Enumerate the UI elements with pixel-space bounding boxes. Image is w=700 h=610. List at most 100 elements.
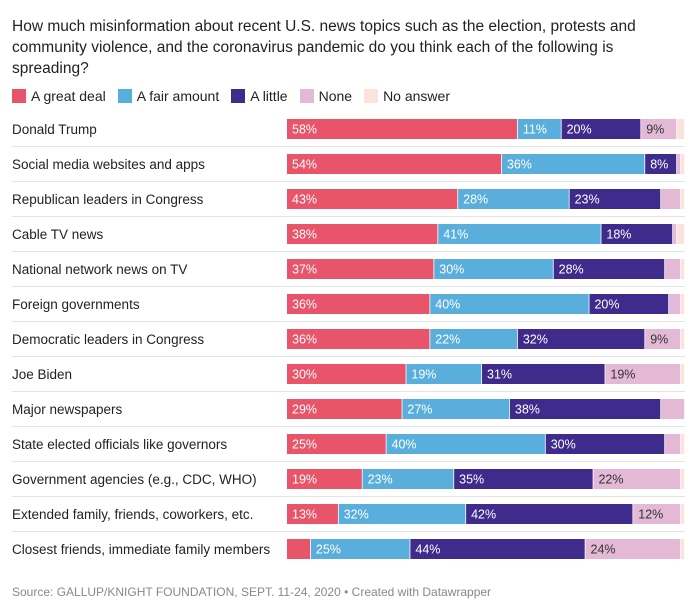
legend-label: A great deal: [31, 88, 106, 104]
category-label: Foreign governments: [12, 297, 140, 312]
bar-segment: [287, 434, 386, 454]
data-label: 29%: [292, 403, 317, 417]
bar-segment: [545, 434, 665, 454]
bar-segment: [287, 259, 434, 279]
bar-segment: [665, 434, 681, 454]
stacked-bar-chart: Donald Trump 58% 11% 20% 9% Social media webs…: [12, 119, 685, 559]
bar-segment: [438, 224, 601, 244]
bar-segment: [466, 504, 633, 524]
category-label: Republican leaders in Congress: [12, 192, 204, 207]
bar-segment: [310, 539, 410, 559]
bar-segment: [665, 259, 681, 279]
bar-segment: [287, 469, 362, 489]
bar-segment: [454, 469, 593, 489]
bar-segment: [430, 329, 518, 349]
bar-segment: [287, 329, 430, 349]
bar-segment: [673, 224, 677, 244]
data-label: 18%: [606, 228, 631, 242]
data-label: 24%: [591, 543, 616, 557]
data-label: 36%: [507, 158, 532, 172]
bar-segment: [681, 504, 685, 524]
bar-segment: [553, 259, 665, 279]
data-label: 25%: [316, 543, 341, 557]
legend-item-2: A little: [231, 88, 288, 104]
bar-segment: [458, 189, 569, 209]
category-label: Joe Biden: [12, 367, 72, 382]
bar-segment: [287, 294, 430, 314]
bar-segment: [661, 399, 685, 419]
bar-segment: [641, 119, 677, 139]
bar-segment: [430, 294, 589, 314]
bar-segment: [517, 119, 561, 139]
category-label: State elected officials like governors: [12, 437, 227, 452]
data-label: 28%: [559, 263, 584, 277]
bar-segment: [661, 189, 681, 209]
data-label: 32%: [344, 508, 369, 522]
bar-segment: [287, 364, 406, 384]
data-label: 36%: [292, 333, 317, 347]
bar-segment: [406, 364, 482, 384]
legend-item-0: A great deal: [12, 88, 106, 104]
data-label: 42%: [471, 508, 496, 522]
data-label: 22%: [598, 473, 623, 487]
bar-segment: [677, 154, 681, 174]
bar-segment: [589, 294, 669, 314]
data-label: 30%: [551, 438, 576, 452]
data-label: 8%: [650, 158, 668, 172]
data-label: 9%: [650, 333, 668, 347]
bar-segment: [677, 119, 685, 139]
legend-swatch: [364, 89, 379, 103]
data-label: 36%: [292, 298, 317, 312]
bar-segment: [681, 294, 685, 314]
data-label: 28%: [463, 193, 488, 207]
bar-segment: [482, 364, 605, 384]
data-label: 20%: [567, 123, 592, 137]
bar-segment: [681, 189, 685, 209]
bar-segment: [362, 469, 454, 489]
bar-segment: [402, 399, 510, 419]
bar-segment: [681, 364, 685, 384]
legend-label: No answer: [383, 88, 450, 104]
bar-segment: [287, 224, 438, 244]
category-label: Donald Trump: [12, 122, 97, 137]
category-label: Extended family, friends, coworkers, etc…: [12, 507, 253, 522]
data-label: 30%: [292, 368, 317, 382]
data-label: 19%: [292, 473, 317, 487]
bar-segment: [287, 189, 458, 209]
bar-segment: [509, 399, 661, 419]
bar-segment: [645, 329, 681, 349]
bar-segment: [601, 224, 673, 244]
data-label: 43%: [292, 193, 317, 207]
data-label: 20%: [594, 298, 619, 312]
legend-swatch: [12, 89, 26, 103]
data-label: 38%: [292, 228, 317, 242]
data-label: 9%: [646, 123, 664, 137]
data-label: 13%: [292, 508, 317, 522]
bar-segment: [645, 154, 677, 174]
bar-segment: [681, 539, 685, 559]
category-label: Closest friends, immediate family member…: [12, 542, 270, 557]
bar-segment: [287, 539, 311, 559]
bar-segment: [287, 119, 518, 139]
data-label: 37%: [292, 263, 317, 277]
data-label: 54%: [292, 158, 317, 172]
bar-segment: [287, 399, 402, 419]
bar-segment: [633, 504, 681, 524]
legend: A great deal A fair amount A little None No …: [12, 87, 462, 105]
legend-item-1: A fair amount: [117, 88, 219, 104]
data-label: 32%: [523, 333, 548, 347]
legend-swatch: [231, 89, 246, 103]
bar-segment: [593, 469, 681, 489]
legend-label: None: [318, 88, 353, 104]
category-label: Cable TV news: [12, 227, 104, 242]
legend-swatch: [117, 89, 132, 103]
bar-segment: [517, 329, 645, 349]
category-label: Government agencies (e.g., CDC, WHO): [12, 472, 257, 487]
bar-segment: [561, 119, 641, 139]
data-label: 30%: [439, 263, 464, 277]
bar-segment: [585, 539, 681, 559]
bar-segment: [605, 364, 681, 384]
bar-segment: [386, 434, 545, 454]
legend-label: A little: [250, 88, 288, 104]
bar-segment: [681, 154, 685, 174]
